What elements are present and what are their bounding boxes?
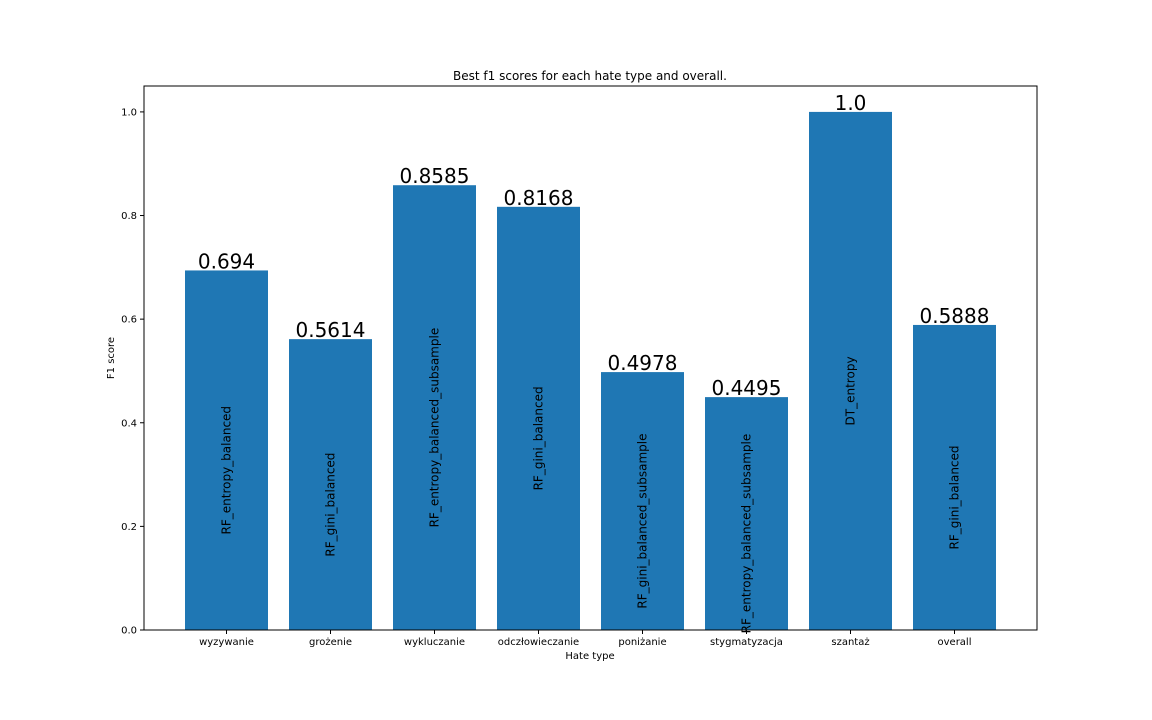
value-label: 0.5614	[296, 318, 366, 342]
y-tick-label: 0.8	[121, 211, 137, 222]
bar-annotation-label: RF_gini_balanced_subsample	[636, 433, 650, 608]
bar-6	[809, 111, 892, 630]
x-tick-label: grożenie	[309, 637, 352, 648]
x-tick-label: overall	[938, 637, 972, 648]
value-label: 0.8585	[400, 164, 470, 188]
x-tick-label: wyzywanie	[199, 637, 254, 648]
bar-annotation-label: RF_entropy_balanced	[220, 406, 234, 535]
bar-3	[497, 206, 580, 630]
bar-annotation-label: DT_entropy	[844, 356, 858, 425]
plot-area: 0.0 0.2 0.4 0.6 0.8 1.0 wyzywanie 0.694 RF_entro…	[121, 91, 996, 648]
value-label: 0.694	[198, 249, 255, 273]
bar-4	[601, 372, 684, 630]
x-tick-label: odczłowieczanie	[498, 637, 579, 648]
chart-title: Best f1 scores for each hate type and ov…	[453, 69, 727, 83]
bar-5	[705, 397, 788, 630]
y-axis-title: F1 score	[106, 337, 117, 379]
value-label: 1.0	[835, 91, 867, 115]
bar-annotation-label: RF_gini_balanced	[532, 386, 546, 490]
x-tick-label: poniżanie	[618, 637, 666, 648]
y-tick-label: 0.0	[121, 626, 137, 637]
y-tick-label: 1.0	[121, 107, 137, 118]
x-tick-label: wykluczanie	[404, 637, 465, 648]
bar-annotation-label: RF_gini_balanced	[324, 453, 338, 557]
value-label: 0.5888	[920, 304, 990, 328]
x-tick-label: szantaż	[831, 637, 869, 648]
bar-2	[393, 185, 476, 630]
value-label: 0.8168	[504, 186, 574, 210]
value-label: 0.4495	[712, 376, 782, 400]
bar-7	[913, 324, 996, 630]
bar-annotation-label: RF_entropy_balanced_subsample	[428, 328, 442, 528]
y-tick-label: 0.4	[121, 418, 137, 429]
x-axis-title: Hate type	[565, 651, 614, 662]
bar-1	[289, 339, 372, 630]
plot-frame	[143, 85, 1038, 631]
x-tick-label: stygmatyzacja	[710, 637, 783, 648]
value-label: 0.4978	[608, 351, 678, 375]
y-tick-label: 0.2	[121, 522, 137, 533]
y-tick-label: 0.6	[121, 315, 137, 326]
bar-annotation-label: RF_entropy_balanced_subsample	[740, 434, 754, 634]
bar-0	[185, 270, 268, 630]
bar-annotation-label: RF_gini_balanced	[948, 445, 962, 549]
